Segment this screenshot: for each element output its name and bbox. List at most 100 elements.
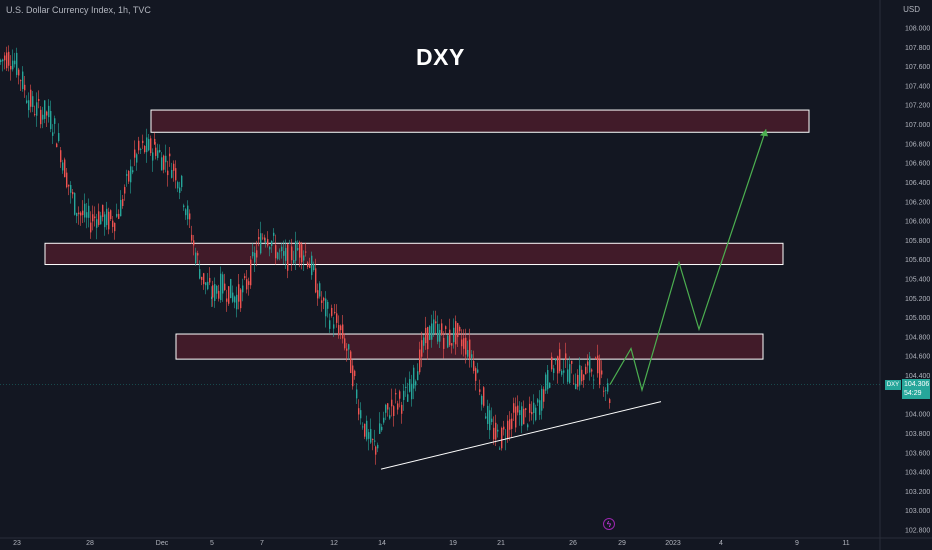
candle-body bbox=[309, 264, 311, 269]
candle-body bbox=[569, 364, 571, 383]
candle-body bbox=[473, 360, 475, 371]
candle-body bbox=[163, 155, 165, 170]
candle-body bbox=[333, 324, 335, 329]
candle-body bbox=[74, 193, 76, 215]
candle-body bbox=[30, 89, 32, 107]
candle-body bbox=[232, 292, 234, 302]
candle-body bbox=[165, 155, 167, 163]
candle-body bbox=[360, 410, 362, 419]
candle-body bbox=[207, 281, 209, 290]
candle-body bbox=[383, 417, 385, 423]
candle-body bbox=[459, 326, 461, 332]
candle-body bbox=[240, 289, 242, 309]
flash-icon[interactable]: ϟ bbox=[603, 518, 615, 530]
candle-body bbox=[46, 111, 48, 116]
instrument-header[interactable]: U.S. Dollar Currency Index, 1h, TVC bbox=[6, 5, 151, 15]
candle-body bbox=[439, 329, 441, 342]
y-tick-label: 105.800 bbox=[905, 238, 930, 245]
candle-body bbox=[431, 323, 433, 340]
candle-body bbox=[340, 325, 342, 331]
candle-body bbox=[417, 371, 419, 381]
candle-body bbox=[575, 383, 577, 390]
ascending-trendline bbox=[380, 401, 662, 470]
candle-body bbox=[585, 366, 587, 375]
candle-body bbox=[114, 222, 116, 232]
candle-body bbox=[120, 199, 122, 217]
candle-body bbox=[58, 133, 60, 141]
candle-body bbox=[521, 406, 523, 426]
candle-body bbox=[64, 159, 66, 178]
candle-body bbox=[258, 236, 260, 240]
candle-body bbox=[146, 137, 148, 153]
candle-body bbox=[108, 211, 110, 230]
candle-body bbox=[273, 232, 275, 236]
candle-body bbox=[374, 440, 376, 442]
candle-body bbox=[479, 389, 481, 392]
candle-body bbox=[531, 412, 533, 415]
candle-body bbox=[154, 138, 156, 145]
candle-body bbox=[545, 374, 547, 391]
candle-body bbox=[32, 96, 34, 107]
candle-body bbox=[411, 383, 413, 400]
candle-body bbox=[167, 170, 169, 176]
candle-body bbox=[197, 253, 199, 256]
candle-body bbox=[311, 255, 313, 276]
x-tick-label: 28 bbox=[86, 540, 94, 547]
candle-body bbox=[603, 390, 605, 392]
candle-body bbox=[155, 147, 157, 156]
candle-body bbox=[567, 369, 569, 382]
candle-body bbox=[443, 337, 445, 349]
candle-body bbox=[403, 390, 405, 401]
candle-body bbox=[525, 408, 527, 410]
candle-body bbox=[124, 187, 126, 194]
candle-body bbox=[88, 205, 90, 218]
candle-body bbox=[362, 426, 364, 428]
y-tick-label: 106.600 bbox=[905, 161, 930, 168]
candle-body bbox=[96, 219, 98, 228]
candle-body bbox=[285, 247, 287, 261]
candle-body bbox=[485, 416, 487, 419]
candle-body bbox=[90, 222, 92, 233]
candle-body bbox=[283, 251, 285, 256]
candle-body bbox=[56, 143, 58, 148]
candle-body bbox=[477, 369, 479, 373]
candle-body bbox=[451, 343, 453, 346]
candle-body bbox=[571, 360, 573, 364]
candle-body bbox=[421, 340, 423, 357]
candle-body bbox=[372, 439, 374, 441]
candle-body bbox=[50, 111, 52, 130]
candle-body bbox=[260, 233, 262, 254]
y-tick-label: 103.800 bbox=[905, 431, 930, 438]
candle-body bbox=[445, 326, 447, 330]
y-tick-label: 105.200 bbox=[905, 296, 930, 303]
x-tick-label: 26 bbox=[569, 540, 577, 547]
candle-body bbox=[368, 432, 370, 439]
candle-body bbox=[20, 80, 22, 82]
y-tick-label: 107.000 bbox=[905, 122, 930, 129]
candle-body bbox=[317, 290, 319, 299]
candle-body bbox=[497, 429, 499, 432]
candle-body bbox=[447, 335, 449, 348]
candle-body bbox=[250, 259, 252, 286]
candle-body bbox=[561, 370, 563, 375]
x-tick-label: 7 bbox=[260, 540, 264, 547]
candle-body bbox=[299, 242, 301, 258]
candle-body bbox=[391, 399, 393, 407]
candle-body bbox=[201, 276, 203, 280]
candle-body bbox=[379, 423, 381, 434]
candle-body bbox=[118, 213, 120, 219]
y-tick-label: 105.600 bbox=[905, 257, 930, 264]
y-tick-label: 103.400 bbox=[905, 470, 930, 477]
candle-body bbox=[100, 215, 102, 225]
candle-body bbox=[185, 209, 187, 216]
y-tick-label: 104.400 bbox=[905, 373, 930, 380]
candle-body bbox=[218, 290, 220, 299]
candle-body bbox=[193, 240, 195, 246]
candle-body bbox=[565, 353, 567, 360]
candle-body bbox=[465, 337, 467, 355]
candle-body bbox=[134, 149, 136, 158]
candle-body bbox=[489, 410, 491, 431]
candle-body bbox=[413, 367, 415, 389]
candle-body bbox=[159, 150, 161, 153]
